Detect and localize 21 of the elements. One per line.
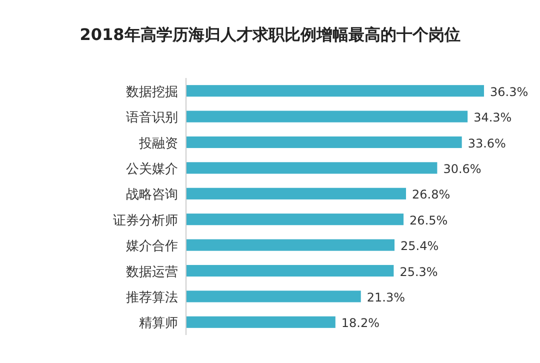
value-label: 25.3% xyxy=(400,264,438,279)
category-label: 公关媒介 xyxy=(126,162,178,177)
category-label: 媒介合作 xyxy=(126,239,178,254)
category-label: 推荐算法 xyxy=(126,290,178,306)
title: 2018年高学历海归人才求职比例增幅最高的十个岗位 xyxy=(80,25,460,44)
category-label: 证券分析师 xyxy=(113,213,178,228)
value-label: 30.6% xyxy=(443,162,482,176)
value-label: 18.2% xyxy=(341,316,380,330)
value-label: 36.3% xyxy=(490,84,528,99)
category-label: 数据运营 xyxy=(126,264,178,280)
value-label: 26.5% xyxy=(410,213,448,228)
category-label: 战略咨询 xyxy=(126,188,178,203)
category-label: 语音识别 xyxy=(126,110,178,126)
value-label: 25.4% xyxy=(400,239,439,254)
category-label: 数据挖掘 xyxy=(126,84,178,100)
category-label: 投融资 xyxy=(139,136,178,152)
category-label: 精算师 xyxy=(139,316,178,332)
value-label: 34.3% xyxy=(474,110,512,125)
value-label: 33.6% xyxy=(468,136,506,150)
value-label: 21.3% xyxy=(366,290,405,304)
value-label: 26.8% xyxy=(412,188,450,202)
